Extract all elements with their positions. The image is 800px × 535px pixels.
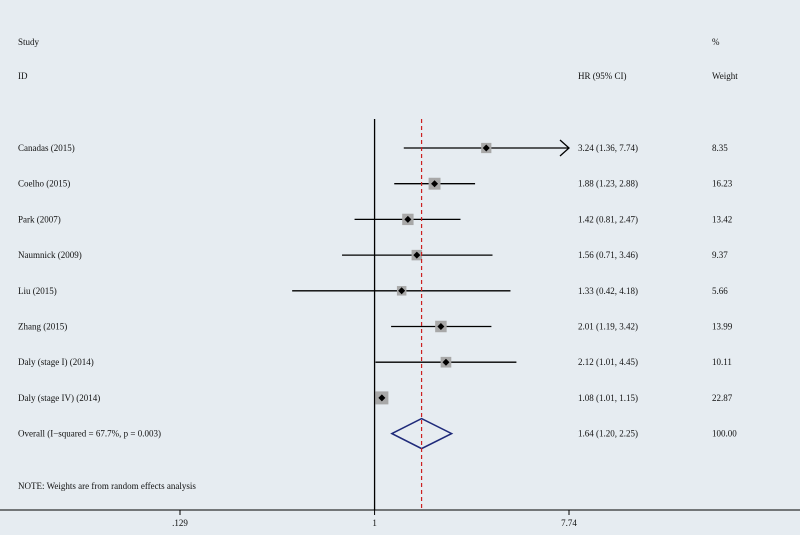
header-study: Study [18, 37, 40, 47]
hr-ci-value: 1.88 (1.23, 2.88) [578, 179, 638, 189]
note-text: NOTE: Weights are from random effects an… [18, 481, 196, 491]
point-estimate [413, 251, 421, 259]
point-estimate [437, 323, 445, 330]
x-tick-label: 7.74 [561, 518, 577, 528]
overall-diamond [390, 417, 454, 450]
study-label: Liu (2015) [18, 286, 57, 296]
weight-value: 5.66 [712, 286, 728, 296]
study-row: Daly (stage IV) (2014) 1.08 (1.01, 1.15) 2… [18, 391, 733, 405]
hr-ci-value: 1.08 (1.01, 1.15) [578, 393, 638, 403]
header-hr-ci: HR (95% CI) [578, 71, 627, 81]
x-axis: .129 1 7.74 [0, 509, 800, 528]
point-estimate [482, 144, 490, 152]
hr-ci-value: 2.12 (1.01, 4.45) [578, 357, 638, 367]
point-estimate [431, 180, 439, 188]
study-row: Liu (2015) 1.33 (0.42, 4.18) 5.66 [18, 286, 728, 296]
point-estimate [378, 394, 386, 402]
weight-value: 16.23 [712, 179, 733, 189]
study-label: Naumnick (2009) [18, 250, 82, 260]
hr-ci-value: 1.33 (0.42, 4.18) [578, 286, 638, 296]
weight-value: 10.11 [712, 357, 732, 367]
study-label: Zhang (2015) [18, 322, 67, 332]
x-tick-label: .129 [172, 518, 188, 528]
study-row: Canadas (2015) 3.24 (1.36, 7.74) 8.35 [18, 139, 728, 157]
study-row: Park (2007) 1.42 (0.81, 2.47) 13.42 [18, 213, 732, 226]
study-rows: Canadas (2015) 3.24 (1.36, 7.74) 8.35 Coelh… [18, 139, 737, 450]
ci-arrow [559, 139, 570, 157]
weight-value: 13.42 [712, 214, 732, 224]
weight-value: 13.99 [712, 322, 733, 332]
study-row: Daly (stage I) (2014) 2.12 (1.01, 4.45) 10… [18, 356, 732, 368]
overall-weight: 100.00 [712, 429, 737, 439]
hr-ci-value: 1.56 (0.71, 3.46) [578, 250, 638, 260]
weight-value: 22.87 [712, 393, 733, 403]
study-label: Canadas (2015) [18, 143, 75, 153]
study-row: Coelho (2015) 1.88 (1.23, 2.88) 16.23 [18, 177, 733, 190]
column-headers: Study ID HR (95% CI) % Weight [18, 37, 738, 81]
overall-hr-ci: 1.64 (1.20, 2.25) [578, 429, 638, 439]
header-id: ID [18, 71, 28, 81]
point-estimate [404, 215, 412, 223]
x-tick-label: 1 [372, 518, 377, 528]
study-label: Park (2007) [18, 214, 61, 224]
point-estimate [398, 287, 406, 295]
hr-ci-value: 3.24 (1.36, 7.74) [578, 143, 638, 153]
point-estimate [442, 358, 450, 366]
overall-label: Overall (I−squared = 67.7%, p = 0.003) [18, 429, 161, 439]
study-label: Daly (stage IV) (2014) [18, 393, 100, 403]
overall-row: Overall (I−squared = 67.7%, p = 0.003) 1.… [18, 417, 737, 450]
header-percent: % [712, 37, 720, 47]
study-row: Zhang (2015) 2.01 (1.19, 3.42) 13.99 [18, 320, 733, 333]
weight-value: 8.35 [712, 143, 728, 153]
study-label: Coelho (2015) [18, 179, 70, 189]
weight-value: 9.37 [712, 250, 728, 260]
study-label: Daly (stage I) (2014) [18, 357, 94, 367]
hr-ci-value: 1.42 (0.81, 2.47) [578, 214, 638, 224]
header-weight: Weight [712, 71, 738, 81]
hr-ci-value: 2.01 (1.19, 3.42) [578, 322, 638, 332]
study-row: Naumnick (2009) 1.56 (0.71, 3.46) 9.37 [18, 249, 728, 261]
